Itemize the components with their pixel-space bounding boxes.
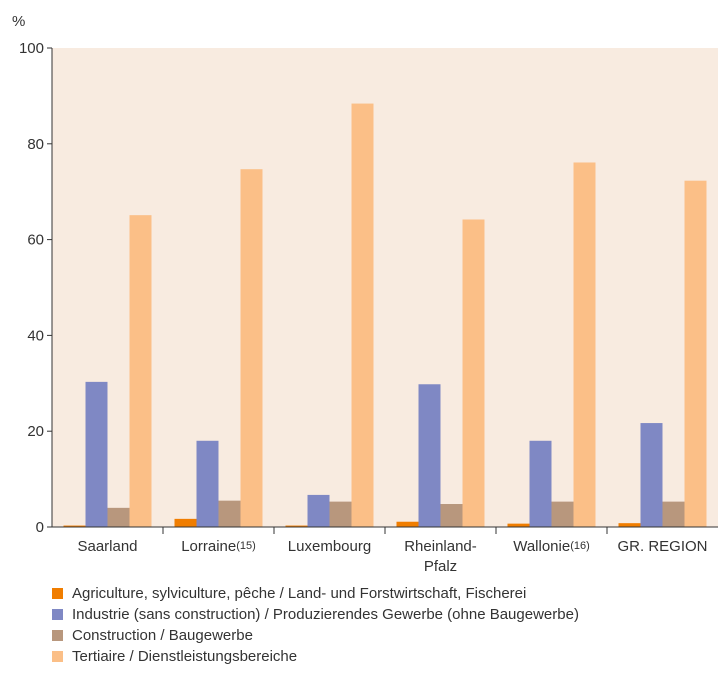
legend-item: Tertiaire / Dienstleistungsbereiche [52,646,579,667]
legend-label: Agriculture, sylviculture, pêche / Land-… [72,585,527,602]
x-category-label: Rheinland- [404,538,477,555]
legend-swatch [52,630,63,641]
bar [462,219,485,527]
legend-swatch [52,588,63,599]
bar [285,525,308,527]
bar [329,501,352,527]
bar [529,440,552,527]
y-tick-label: 60 [27,232,44,249]
x-category-label: Luxembourg [288,538,371,555]
y-unit-label: % [12,13,25,30]
legend-swatch [52,651,63,662]
y-tick-label: 40 [27,327,44,344]
legend-label: Industrie (sans construction) / Produzie… [72,606,579,623]
bar [573,162,596,527]
bar [662,501,685,527]
bar [85,381,108,527]
bar [196,440,219,527]
legend-label: Tertiaire / Dienstleistungsbereiche [72,648,298,665]
plot-area [52,48,718,527]
bar [129,215,152,527]
bar [107,507,130,527]
bar [551,501,574,527]
legend: Agriculture, sylviculture, pêche / Land-… [52,583,579,667]
y-tick-label: 100 [19,40,44,57]
bar [440,504,463,527]
x-category-label: Saarland [77,538,137,555]
x-category-label: Wallonie(16) [513,538,590,555]
bar [307,494,330,527]
bar [396,521,419,527]
bar [63,525,86,527]
bar [684,180,707,528]
bar [418,384,441,527]
y-tick-label: 0 [36,519,44,536]
legend-label: Construction / Baugewerbe [72,627,253,644]
bar [218,500,241,527]
legend-item: Construction / Baugewerbe [52,625,579,646]
x-category-label: Pfalz [424,558,457,575]
bar [618,523,641,527]
legend-item: Agriculture, sylviculture, pêche / Land-… [52,583,579,604]
x-category-label: GR. REGION [617,538,707,555]
bar [640,423,663,527]
bar [240,169,263,527]
y-tick-label: 20 [27,423,44,440]
bar [351,103,374,528]
bar [507,523,530,527]
bar [174,518,197,527]
y-tick-label: 80 [27,136,44,153]
legend-item: Industrie (sans construction) / Produzie… [52,604,579,625]
legend-swatch [52,609,63,620]
x-category-label: Lorraine(15) [181,538,256,555]
